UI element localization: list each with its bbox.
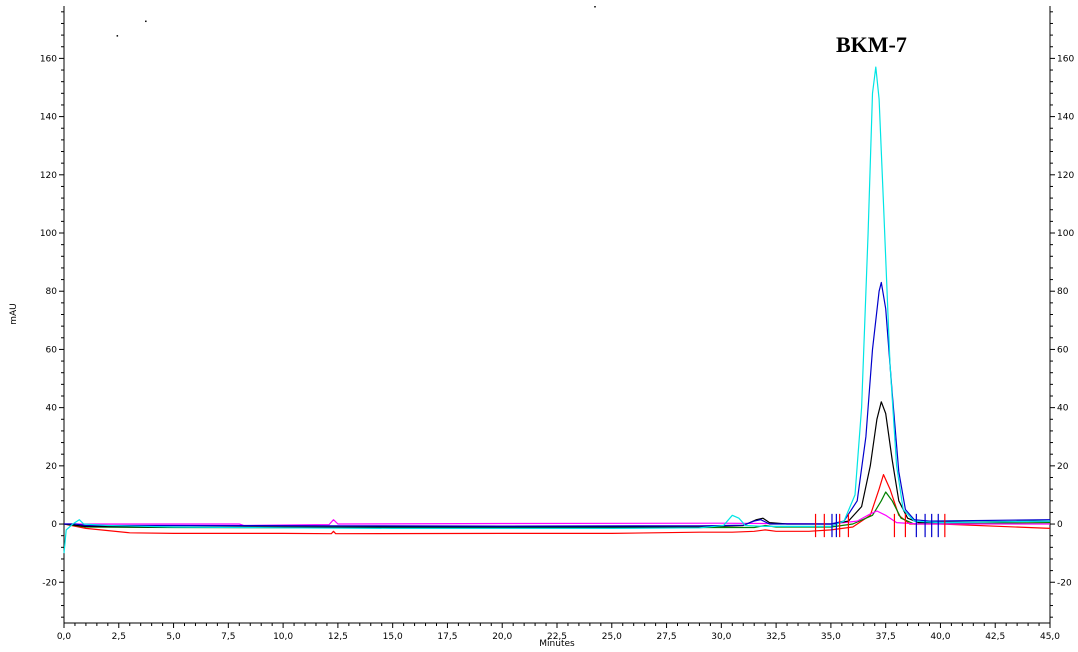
y-tick-label-left: 120 (40, 171, 57, 181)
x-tick-label: 42,5 (985, 632, 1005, 642)
integration-markers (814, 513, 946, 538)
x-tick-label: 17,5 (437, 632, 457, 642)
x-tick-label: 35,0 (821, 632, 841, 642)
x-tick-label: 30,0 (711, 632, 731, 642)
x-tick-label: 25,0 (602, 632, 622, 642)
y-axis-ticks-right: -20 0 20 40 60 80 100 120 140 160 (1050, 11, 1074, 618)
y-axis-title: mAU (9, 303, 19, 325)
y-tick-label-left: 80 (46, 287, 58, 297)
x-tick-label: 27,5 (657, 632, 677, 642)
series-line-5 (64, 281, 1051, 527)
x-tick-label: 20,0 (492, 632, 512, 642)
x-tick-label: 0,0 (57, 632, 72, 642)
series-line-3 (64, 510, 1050, 527)
peak-annotation: BKM-7 (836, 32, 907, 57)
y-tick-label-left: 60 (46, 345, 58, 355)
y-tick-label-right: 120 (1057, 171, 1074, 181)
x-tick-label: 12,5 (328, 632, 348, 642)
x-tick-label: 2,5 (112, 632, 126, 642)
series-line-4 (63, 401, 1051, 528)
series-line-1 (63, 474, 1051, 535)
y-tick-label-left: 20 (46, 462, 58, 472)
y-tick-label-right: 80 (1057, 287, 1069, 297)
y-tick-label-right: 20 (1057, 462, 1069, 472)
x-tick-label: 10,0 (273, 632, 293, 642)
y-tick-label-right: -20 (1057, 578, 1072, 588)
y-tick-label-left: 40 (46, 404, 58, 414)
stray-dots (116, 6, 596, 37)
x-tick-label: 7,5 (221, 632, 235, 642)
x-axis-ticks: 0,0 2,5 5,0 7,5 10,0 12,5 15,0 17,5 20,0 22,5 25,0… (57, 623, 1060, 642)
series-layer (63, 66, 1051, 554)
y-tick-label-right: 0 (1057, 520, 1063, 530)
series-line-6 (63, 66, 1051, 554)
x-tick-label: 5,0 (166, 632, 181, 642)
x-tick-label: 37,5 (876, 632, 896, 642)
stray-dot (594, 6, 596, 8)
x-tick-label: 22,5 (547, 632, 567, 642)
y-tick-label-left: 140 (40, 113, 57, 123)
x-axis-title: Minutes (539, 639, 575, 649)
y-tick-label-left: 100 (40, 229, 57, 239)
x-tick-label: 32,5 (766, 632, 786, 642)
y-tick-label-right: 60 (1057, 345, 1069, 355)
y-tick-label-left: -20 (42, 578, 57, 588)
y-tick-label-right: 160 (1057, 54, 1074, 64)
x-tick-label: 15,0 (383, 632, 403, 642)
stray-dot (145, 20, 147, 23)
y-tick-label-right: 140 (1057, 113, 1074, 123)
y-tick-label-left: 0 (51, 520, 57, 530)
x-tick-label: 45,0 (1040, 632, 1060, 642)
y-axis-ticks-left: -20 0 20 40 60 80 100 120 140 160 (40, 11, 64, 618)
y-tick-label-right: 100 (1057, 229, 1074, 239)
stray-dot (116, 35, 119, 37)
plot-frame (63, 6, 1051, 624)
y-tick-label-right: 40 (1057, 404, 1069, 414)
x-tick-label: 40,0 (930, 632, 950, 642)
y-tick-label-left: 160 (40, 54, 57, 64)
